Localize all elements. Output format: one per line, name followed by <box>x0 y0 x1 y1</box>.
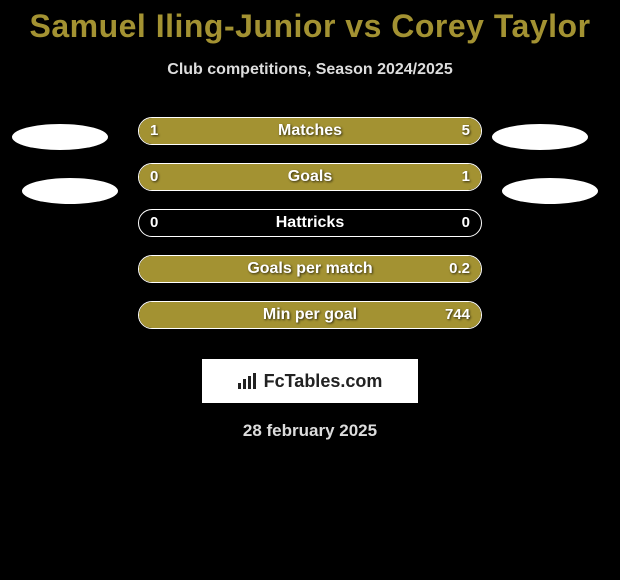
title-vs: vs <box>345 8 382 44</box>
stat-value-right: 0 <box>462 209 470 237</box>
stat-bar: Min per goal744 <box>138 301 482 329</box>
source-logo: FcTables.com <box>202 359 418 403</box>
stat-value-left: 0 <box>150 163 158 191</box>
title-player2: Corey Taylor <box>391 8 590 44</box>
stat-label: Goals <box>138 163 482 191</box>
stat-bar: Goals per match0.2 <box>138 255 482 283</box>
stat-value-right: 5 <box>462 117 470 145</box>
title: Samuel Iling-Junior vs Corey Taylor <box>0 0 620 45</box>
stat-label: Hattricks <box>138 209 482 237</box>
stat-value-right: 744 <box>445 301 470 329</box>
date-label: 28 february 2025 <box>0 421 620 441</box>
stat-value-right: 1 <box>462 163 470 191</box>
stat-label: Min per goal <box>138 301 482 329</box>
stat-value-left: 0 <box>150 209 158 237</box>
player-marker <box>492 124 588 150</box>
comparison-card: Samuel Iling-Junior vs Corey Taylor Club… <box>0 0 620 580</box>
player-marker <box>12 124 108 150</box>
stat-row: Hattricks0 0 <box>0 209 620 255</box>
logo-text: FcTables.com <box>264 371 383 392</box>
stat-row: Goals per match0.2 <box>0 255 620 301</box>
stat-value-right: 0.2 <box>449 255 470 283</box>
stat-bar: Hattricks0 0 <box>138 209 482 237</box>
subtitle: Club competitions, Season 2024/2025 <box>0 61 620 79</box>
title-player1: Samuel Iling-Junior <box>29 8 335 44</box>
stat-bar: Goals0 1 <box>138 163 482 191</box>
stat-rows: Matches15Goals01Hattricks00Goals per mat… <box>0 117 620 347</box>
player-marker <box>22 178 118 204</box>
chart-icon <box>238 373 258 389</box>
stat-value-left: 1 <box>150 117 158 145</box>
stat-label: Matches <box>138 117 482 145</box>
stat-row: Min per goal744 <box>0 301 620 347</box>
stat-label: Goals per match <box>138 255 482 283</box>
stat-bar: Matches1 5 <box>138 117 482 145</box>
player-marker <box>502 178 598 204</box>
